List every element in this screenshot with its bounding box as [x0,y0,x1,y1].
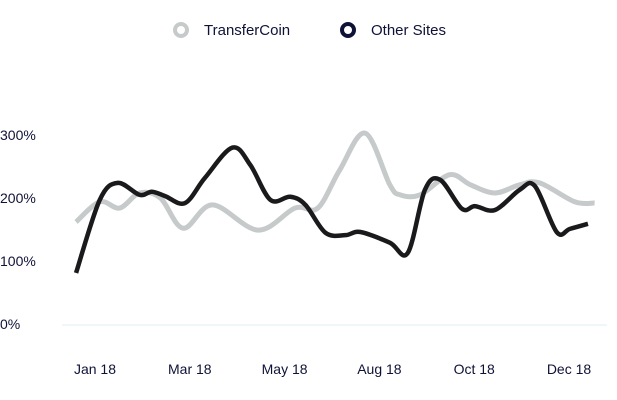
x-tick-label: Jan 18 [74,361,116,377]
legend-item-transfercoin[interactable]: TransferCoin [173,22,290,39]
legend-marker-other-sites-icon [340,22,356,38]
y-tick-label: 0% [0,316,20,332]
legend-label-other-sites: Other Sites [371,22,446,39]
legend-item-other-sites[interactable]: Other Sites [340,22,446,39]
y-axis: 0% 100% 200% 300% [0,127,36,332]
legend-marker-transfercoin-icon [173,22,189,38]
x-tick-label: Oct 18 [454,361,495,377]
x-tick-label: May 18 [262,361,308,377]
series-lines [73,130,595,274]
legend-label-transfercoin: TransferCoin [204,22,290,39]
legend: TransferCoin Other Sites [173,22,446,39]
x-tick-label: Aug 18 [357,361,402,377]
x-axis: Jan 18 Mar 18 May 18 Aug 18 Oct 18 Dec 18 [74,361,591,377]
x-tick-label: Mar 18 [168,361,212,377]
y-tick-label: 300% [0,127,36,143]
y-tick-label: 100% [0,253,36,269]
series-line-transfercoin [74,130,595,233]
y-tick-label: 200% [0,190,36,206]
x-tick-label: Dec 18 [547,361,592,377]
series-line-other-sites [73,145,589,274]
